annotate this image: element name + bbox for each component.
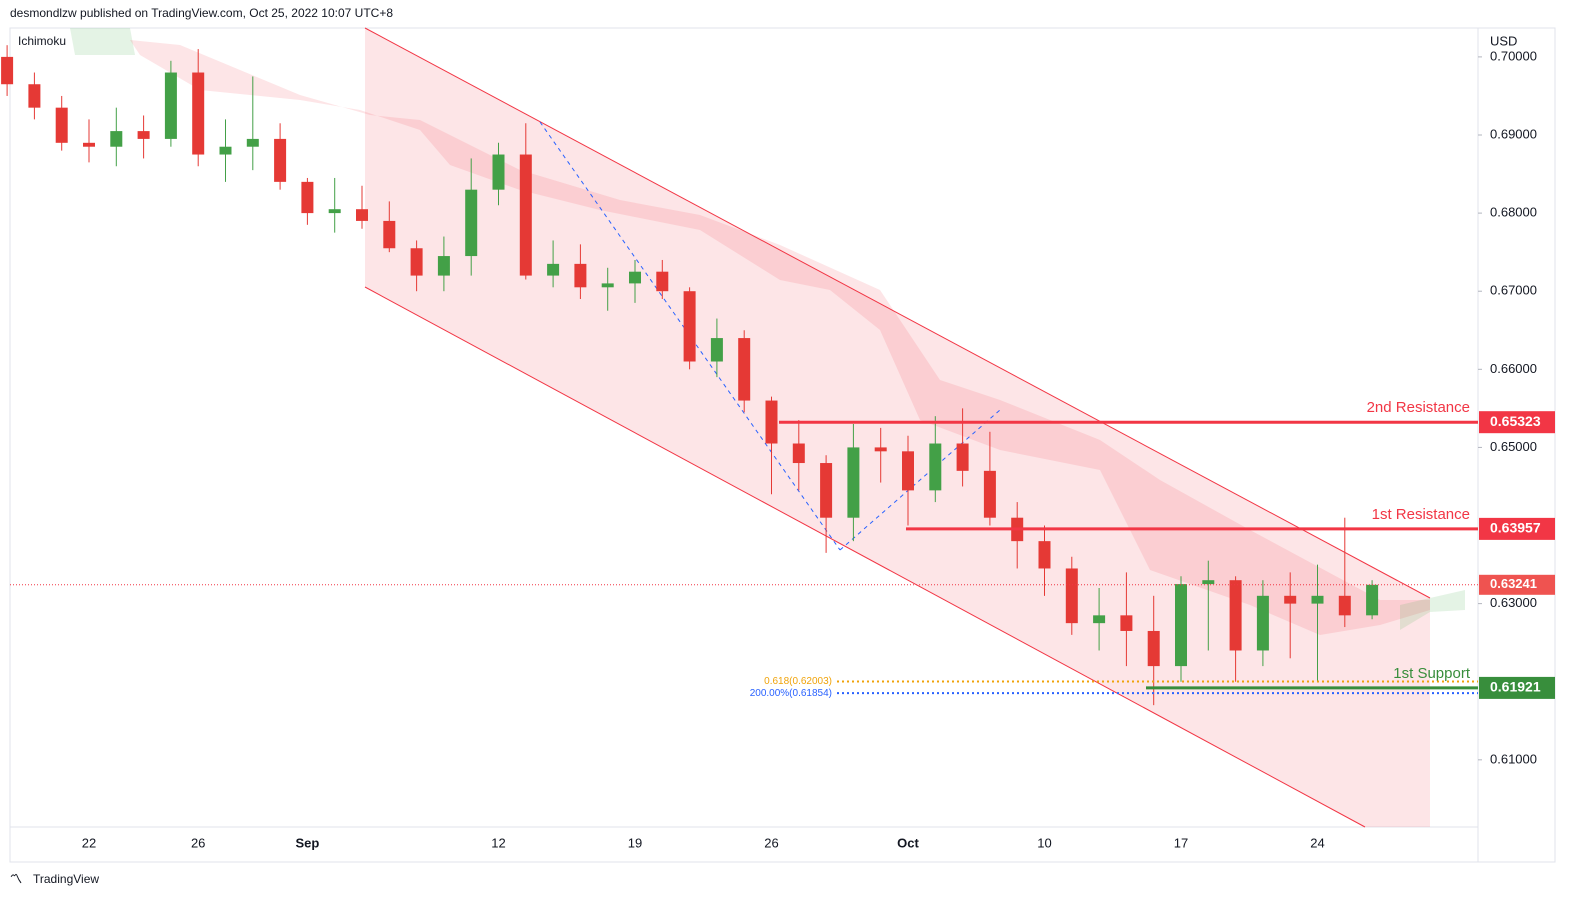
y-tick-label: 0.70000 <box>1490 48 1537 63</box>
y-tick-label: 0.68000 <box>1490 205 1537 220</box>
x-tick-label: 19 <box>628 835 642 850</box>
x-tick-label: 12 <box>491 835 505 850</box>
cloud-green <box>1400 590 1465 630</box>
candle-body <box>1202 580 1215 585</box>
candle-body <box>683 291 696 362</box>
candle-body <box>1256 595 1269 651</box>
candle-body <box>1038 541 1051 569</box>
plot <box>70 27 1465 828</box>
level-name: 1st Resistance <box>1372 506 1470 523</box>
candle-body <box>1366 584 1379 616</box>
candle-body <box>55 107 68 143</box>
x-tick-label: Oct <box>897 835 919 850</box>
candle-body <box>956 443 969 471</box>
candle-body <box>246 138 259 147</box>
candle-body <box>1065 568 1078 624</box>
candle-body <box>519 154 532 276</box>
candle-body <box>274 138 287 182</box>
candle-body <box>792 443 805 464</box>
candle-body <box>1338 595 1351 616</box>
candle-body <box>437 256 450 276</box>
price-label: 0.63241 <box>1490 576 1537 591</box>
candle-body <box>383 220 396 249</box>
candle-body <box>929 443 942 491</box>
candle-body <box>983 470 996 518</box>
y-tick-label: 0.67000 <box>1490 283 1537 298</box>
candle-body <box>765 400 778 444</box>
fib-trend <box>539 121 841 551</box>
y-tick-label: 0.63000 <box>1490 595 1537 610</box>
x-tick-label: 26 <box>191 835 205 850</box>
price-label-box <box>1479 517 1555 540</box>
candle-body <box>328 209 341 214</box>
candle-body <box>874 447 887 452</box>
candle-body <box>1284 595 1297 604</box>
candle-body <box>164 72 177 139</box>
candle-body <box>1120 615 1133 631</box>
price-label-box <box>1479 574 1555 595</box>
candle-body <box>1175 584 1187 667</box>
candle-body <box>410 248 423 276</box>
price-label-box <box>1479 411 1555 434</box>
x-tick-label: 22 <box>82 835 96 850</box>
candle-body <box>492 154 505 190</box>
candle-body <box>110 131 123 147</box>
channel-upper <box>364 27 1431 599</box>
candle-body <box>820 463 833 518</box>
indicator-label: Ichimoku <box>18 34 66 48</box>
channel-fill <box>365 28 1430 827</box>
candle-body <box>1311 595 1324 604</box>
candle-body <box>219 146 232 155</box>
candle-body <box>629 271 641 284</box>
candle-body <box>301 181 314 214</box>
candle-body <box>902 451 914 491</box>
candle-body <box>1 56 14 85</box>
candle-body <box>601 283 614 288</box>
fib-label: 0.618(0.62003) <box>764 676 832 687</box>
candle-body <box>465 189 478 257</box>
price-label-box <box>1479 676 1555 699</box>
candle-body <box>1229 580 1242 651</box>
candle-body <box>656 271 669 292</box>
y-tick-label: 0.69000 <box>1490 126 1537 141</box>
candle-body <box>847 447 860 518</box>
x-tick-label: Sep <box>295 835 319 850</box>
candle-body <box>356 209 368 221</box>
candle-body <box>1093 615 1106 624</box>
level-name: 1st Support <box>1393 665 1471 682</box>
y-tick-label: 0.61000 <box>1490 751 1537 766</box>
y-tick-label: 0.65000 <box>1490 439 1537 454</box>
fib-label: 200.00%(0.61854) <box>750 688 832 699</box>
logo-mark: 〽 <box>10 872 22 886</box>
y-tick-label: 0.66000 <box>1490 361 1537 376</box>
candle-body <box>137 131 150 139</box>
header: desmondlzw published on TradingView.com,… <box>10 6 393 20</box>
level-name: 2nd Resistance <box>1367 399 1470 416</box>
channel-lower <box>364 286 1366 828</box>
cloud-red <box>130 40 1430 635</box>
x-tick-label: 17 <box>1174 835 1188 850</box>
fib-trend <box>839 409 1001 551</box>
price-label: 0.61921 <box>1490 679 1541 695</box>
price-label: 0.63957 <box>1490 520 1541 536</box>
candle-body <box>28 84 41 108</box>
cloud-green <box>70 28 135 55</box>
x-tick-label: 24 <box>1310 835 1324 850</box>
candle-body <box>710 338 723 362</box>
candle-body <box>547 263 560 276</box>
x-tick-label: 10 <box>1037 835 1051 850</box>
candle-body <box>83 142 95 147</box>
x-tick-label: 26 <box>764 835 778 850</box>
candle-body <box>1147 630 1160 667</box>
candle-body <box>574 263 587 288</box>
candle-body <box>738 338 751 401</box>
candle-body <box>192 72 205 155</box>
frame <box>9 27 1556 863</box>
y-unit: USD <box>1490 33 1517 48</box>
price-label: 0.65323 <box>1490 413 1541 429</box>
brand: TradingView <box>33 872 99 886</box>
